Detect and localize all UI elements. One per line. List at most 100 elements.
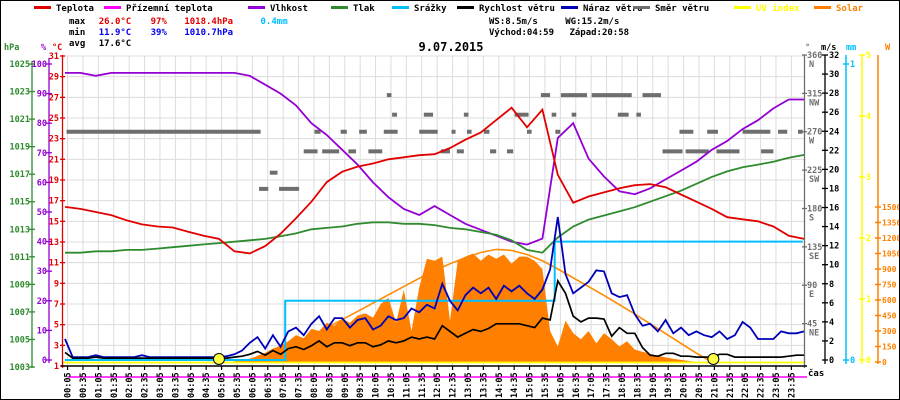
tick-label: 40 [37, 238, 47, 248]
tick-label: 29 [49, 73, 59, 83]
tick-label: 23 [49, 135, 59, 145]
temperature-line [64, 106, 805, 255]
x-tick-label: 19:35 [664, 372, 674, 398]
tick-label: 8 [829, 280, 834, 290]
x-tick-label: 17:05 [587, 372, 597, 398]
tick-label: 20 [829, 165, 839, 175]
legend-item-solar: Solar [814, 4, 863, 16]
tick-label: 5 [866, 51, 871, 61]
humidity-line [65, 72, 805, 246]
tick-label: S [809, 213, 814, 223]
tick-label: 0 [882, 358, 887, 367]
pressure-line [65, 154, 805, 254]
tick-label: 70 [37, 149, 47, 159]
tick-label: 4 [866, 112, 871, 122]
legend-label: Teplota [56, 4, 94, 14]
x-tick-label: 10:35 [387, 372, 397, 398]
x-tick-label: 09:35 [356, 372, 366, 398]
tick-label: 14 [829, 223, 839, 233]
tick-label: 1 [54, 362, 59, 372]
min-label: min [69, 28, 86, 38]
legend-swatch-prizemni-teplota [104, 6, 121, 9]
x-tick-label: 09:05 [341, 372, 351, 398]
legend-item-uv-index: UV index [734, 4, 799, 16]
min-pressure: 1010.7hPa [184, 28, 234, 38]
tick-label: 1025 [10, 60, 30, 70]
tick-label: 0 [866, 356, 871, 366]
x-tick-label: 12:35 [449, 372, 459, 398]
x-tick-label: 03:35 [171, 372, 181, 398]
x-tick-label: 12:05 [433, 372, 443, 398]
legend-item-vlhkost: Vlhkost [248, 4, 308, 16]
tick-label: m/s [821, 43, 836, 53]
tick-label: 90 [807, 281, 817, 291]
tick-label: W [809, 137, 815, 147]
avg-label: avg [69, 39, 86, 49]
x-tick-label: 06:05 [248, 372, 258, 398]
tick-label: 15 [49, 217, 59, 227]
x-tick-label: 19:05 [649, 372, 659, 398]
max-pressure: 1018.4hPa [184, 17, 234, 27]
legend-item-teplota: Teplota [34, 4, 94, 16]
tick-label: 28 [829, 89, 839, 99]
max-label: max [69, 17, 86, 27]
x-tick-label: 02:35 [141, 372, 151, 398]
x-tick-label: 20:35 [695, 372, 705, 398]
x-tick-label: 02:05 [125, 372, 135, 398]
tick-label: 30 [829, 70, 839, 80]
chart-legend: Teplota Přízemní teplota Vlhkost Tlak Srážky… [1, 4, 899, 16]
tick-label: 10 [37, 326, 47, 336]
tick-label: 1003 [10, 363, 30, 373]
x-tick-label: 05:35 [233, 372, 243, 398]
chart-title: 9.07.2015 [418, 40, 484, 54]
sunrise-time: Východ:04:59 [489, 28, 555, 38]
legend-item-naraz-vetru: Náraz větru [561, 4, 643, 16]
tick-label: 3 [54, 341, 59, 351]
tick-label: 17 [49, 197, 59, 207]
sunset-time: Západ:20:58 [569, 28, 630, 38]
x-tick-label: 18:35 [633, 372, 643, 398]
tick-label: 150 [882, 343, 897, 352]
tick-label: 1017 [10, 170, 30, 180]
tick-label: 4 [829, 318, 834, 328]
tick-label: 6 [829, 299, 834, 309]
tick-label: 360 [807, 51, 822, 61]
tick-label: 1050 [882, 250, 900, 259]
tick-label: 1500 [882, 203, 900, 212]
x-tick-label: 15:35 [541, 372, 551, 398]
tick-label: 20 [37, 297, 47, 307]
stats-row-max: max 26.0°C 97% 1018.4hPa 0.4mm [69, 17, 288, 27]
wind-gust-max: WG:15.2m/s [565, 17, 620, 27]
x-tick-label: 04:05 [187, 372, 197, 398]
legend-swatch-srazky [392, 6, 409, 9]
x-tick-label: 22:35 [757, 372, 767, 398]
tick-label: 1 [866, 295, 871, 305]
tick-label: ° [805, 43, 810, 53]
legend-label: Rychlost větru [479, 4, 555, 14]
tick-label: 60 [37, 178, 47, 188]
tick-label: 50 [37, 208, 47, 218]
tick-label: 1013 [10, 225, 30, 235]
sunrise-sun-icon [213, 353, 225, 365]
solar-actual-area [234, 253, 697, 362]
tick-label: 31 [49, 52, 59, 62]
wind-gust-line [64, 216, 805, 359]
tick-label: 19 [49, 176, 59, 186]
tick-label: 1200 [882, 234, 900, 243]
x-tick-labels: 00:05 00:35 01:05 01:35 02:05 02:35 03:05 03:35… [64, 366, 797, 398]
tick-label: 0 [829, 356, 834, 366]
tick-label: 135 [807, 243, 822, 253]
series-layer [63, 72, 805, 364]
x-axis-caption: čas [808, 369, 825, 379]
tick-label: E [809, 290, 814, 300]
tick-label: NE [809, 329, 819, 339]
x-tick-label: 16:35 [572, 372, 582, 398]
wind-speed-avg: WS:8.5m/s [489, 17, 538, 27]
x-tick-label: 08:05 [310, 372, 320, 398]
legend-label: Solar [836, 4, 864, 14]
rain-line [65, 240, 803, 361]
min-humidity: 39% [150, 28, 167, 38]
x-tick-label: 08:35 [325, 372, 335, 398]
